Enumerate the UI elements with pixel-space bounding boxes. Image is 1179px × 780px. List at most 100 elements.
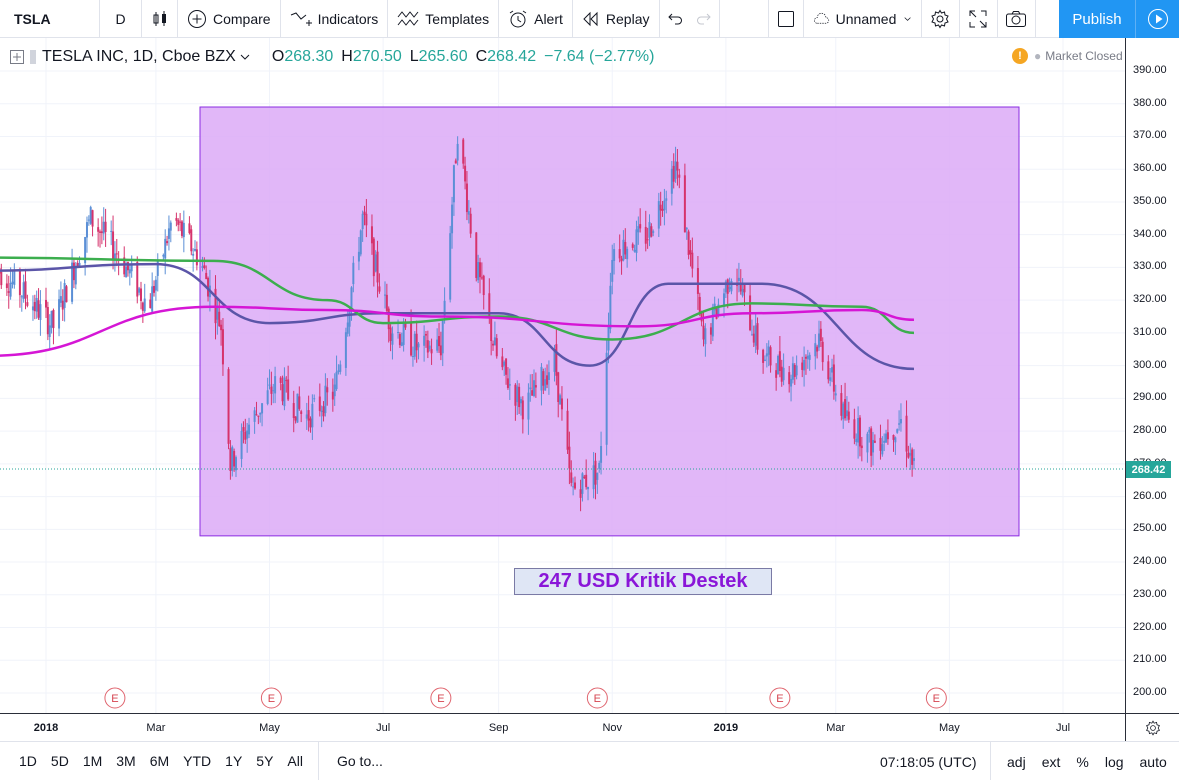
clock[interactable]: 07:18:05 (UTC) [880, 754, 977, 770]
price-tick: 320.00 [1133, 293, 1167, 306]
candle-body [229, 448, 232, 472]
candle-body [141, 302, 144, 311]
range-button-1y[interactable]: 1Y [225, 753, 243, 769]
range-button-ytd[interactable]: YTD [183, 753, 212, 769]
earnings-marker[interactable]: E [260, 687, 282, 709]
candle-body [296, 393, 299, 423]
range-button-6m[interactable]: 6M [149, 753, 170, 769]
candle-body [598, 462, 601, 469]
candle-body [0, 271, 3, 286]
candle-body [151, 286, 154, 312]
settings-button[interactable] [922, 0, 960, 38]
candle-body [791, 363, 794, 380]
candle-body [337, 370, 340, 373]
earnings-marker[interactable]: E [925, 687, 947, 709]
scale-option-log[interactable]: log [1104, 753, 1124, 770]
candle-body [685, 227, 688, 230]
range-button-1m[interactable]: 1M [82, 753, 103, 769]
scale-option-auto[interactable]: auto [1139, 753, 1167, 770]
candle-body [737, 277, 740, 281]
price-tick: 360.00 [1133, 162, 1167, 175]
candle-body [39, 304, 42, 320]
collapse-legend-icon[interactable] [10, 50, 24, 64]
publish-button[interactable]: Publish [1059, 0, 1135, 38]
candle-body [311, 403, 314, 428]
candle-body [248, 424, 251, 435]
candle-body [123, 257, 126, 275]
earnings-marker[interactable]: E [104, 687, 126, 709]
toolbar-spacer [720, 0, 768, 38]
earnings-marker[interactable]: E [769, 687, 791, 709]
scale-settings-button[interactable] [1125, 713, 1179, 741]
scale-option-adj[interactable]: adj [1007, 753, 1026, 770]
candle-body [397, 332, 400, 334]
scale-option-ext[interactable]: ext [1041, 753, 1061, 770]
earnings-letter: E [594, 693, 601, 705]
text-annotation[interactable]: 247 USD Kritik Destek [514, 568, 772, 595]
range-button-1d[interactable]: 1D [19, 753, 37, 769]
expand-icon [969, 10, 987, 27]
range-button-5y[interactable]: 5Y [256, 753, 274, 769]
legend-title[interactable]: TESLA INC, 1D, Cboe BZX [42, 48, 236, 65]
undo-button[interactable] [660, 0, 690, 38]
layout-menu-button[interactable]: Unnamed [804, 0, 922, 38]
redo-button[interactable] [690, 0, 720, 38]
chart-style-button[interactable] [142, 0, 178, 38]
interval-button[interactable]: D [100, 0, 142, 38]
open-label: O [271, 48, 285, 65]
candle-body [763, 359, 766, 361]
candle-body [881, 444, 884, 455]
candle-body [31, 306, 34, 311]
earnings-marker[interactable]: E [430, 687, 452, 709]
candle-body [59, 296, 62, 303]
candle-body [231, 446, 234, 471]
goto-button[interactable]: Go to... [336, 753, 383, 769]
range-button-5d[interactable]: 5D [50, 753, 69, 769]
candle-body [702, 325, 705, 340]
scale-option-percent[interactable]: % [1076, 753, 1089, 770]
alert-button[interactable]: Alert [499, 0, 573, 38]
time-scale[interactable]: 2018 Mar May Jul Sep Nov 2019 Mar May Jul [0, 713, 1125, 741]
candle-body [626, 248, 629, 260]
market-status[interactable]: ! ● Market Closed [1012, 48, 1123, 64]
candle-body [657, 201, 660, 229]
candle-body [130, 265, 133, 272]
candle-body [898, 423, 901, 425]
range-button-3m[interactable]: 3M [116, 753, 136, 769]
candle-body [201, 266, 204, 268]
candle-body [63, 283, 66, 308]
chevron-down-icon[interactable] [240, 53, 250, 61]
candle-body [724, 281, 727, 293]
templates-button[interactable]: Templates [388, 0, 500, 38]
candle-body [110, 230, 113, 232]
fullscreen-layout-button[interactable] [767, 0, 804, 38]
candle-body [454, 160, 457, 164]
candle-body [506, 378, 509, 388]
candle-body [326, 387, 329, 393]
square-icon [777, 10, 794, 27]
compare-button[interactable]: Compare [178, 0, 281, 38]
price-tick: 370.00 [1133, 129, 1167, 142]
candle-body [192, 253, 195, 256]
price-scale[interactable]: 390.00 380.00 370.00 360.00 350.00 340.00 330.… [1125, 38, 1179, 713]
range-button-all[interactable]: All [287, 753, 303, 769]
candle-body [808, 354, 811, 360]
indicators-button[interactable]: Indicators [281, 0, 389, 38]
templates-label: Templates [425, 10, 490, 27]
play-button[interactable] [1135, 0, 1179, 38]
candle-body [819, 328, 822, 342]
candle-body [357, 251, 360, 262]
replay-button[interactable]: Replay [573, 0, 660, 38]
symbol-search[interactable]: TSLA [0, 0, 100, 38]
candle-body [115, 253, 118, 255]
indicators-label: Indicators [317, 10, 379, 27]
snapshot-button[interactable] [998, 0, 1036, 38]
candle-body [11, 281, 14, 284]
candle-body [518, 386, 521, 408]
fullscreen-button[interactable] [960, 0, 998, 38]
candle-body [438, 336, 441, 347]
earnings-marker[interactable]: E [586, 687, 608, 709]
candle-body [907, 452, 910, 458]
